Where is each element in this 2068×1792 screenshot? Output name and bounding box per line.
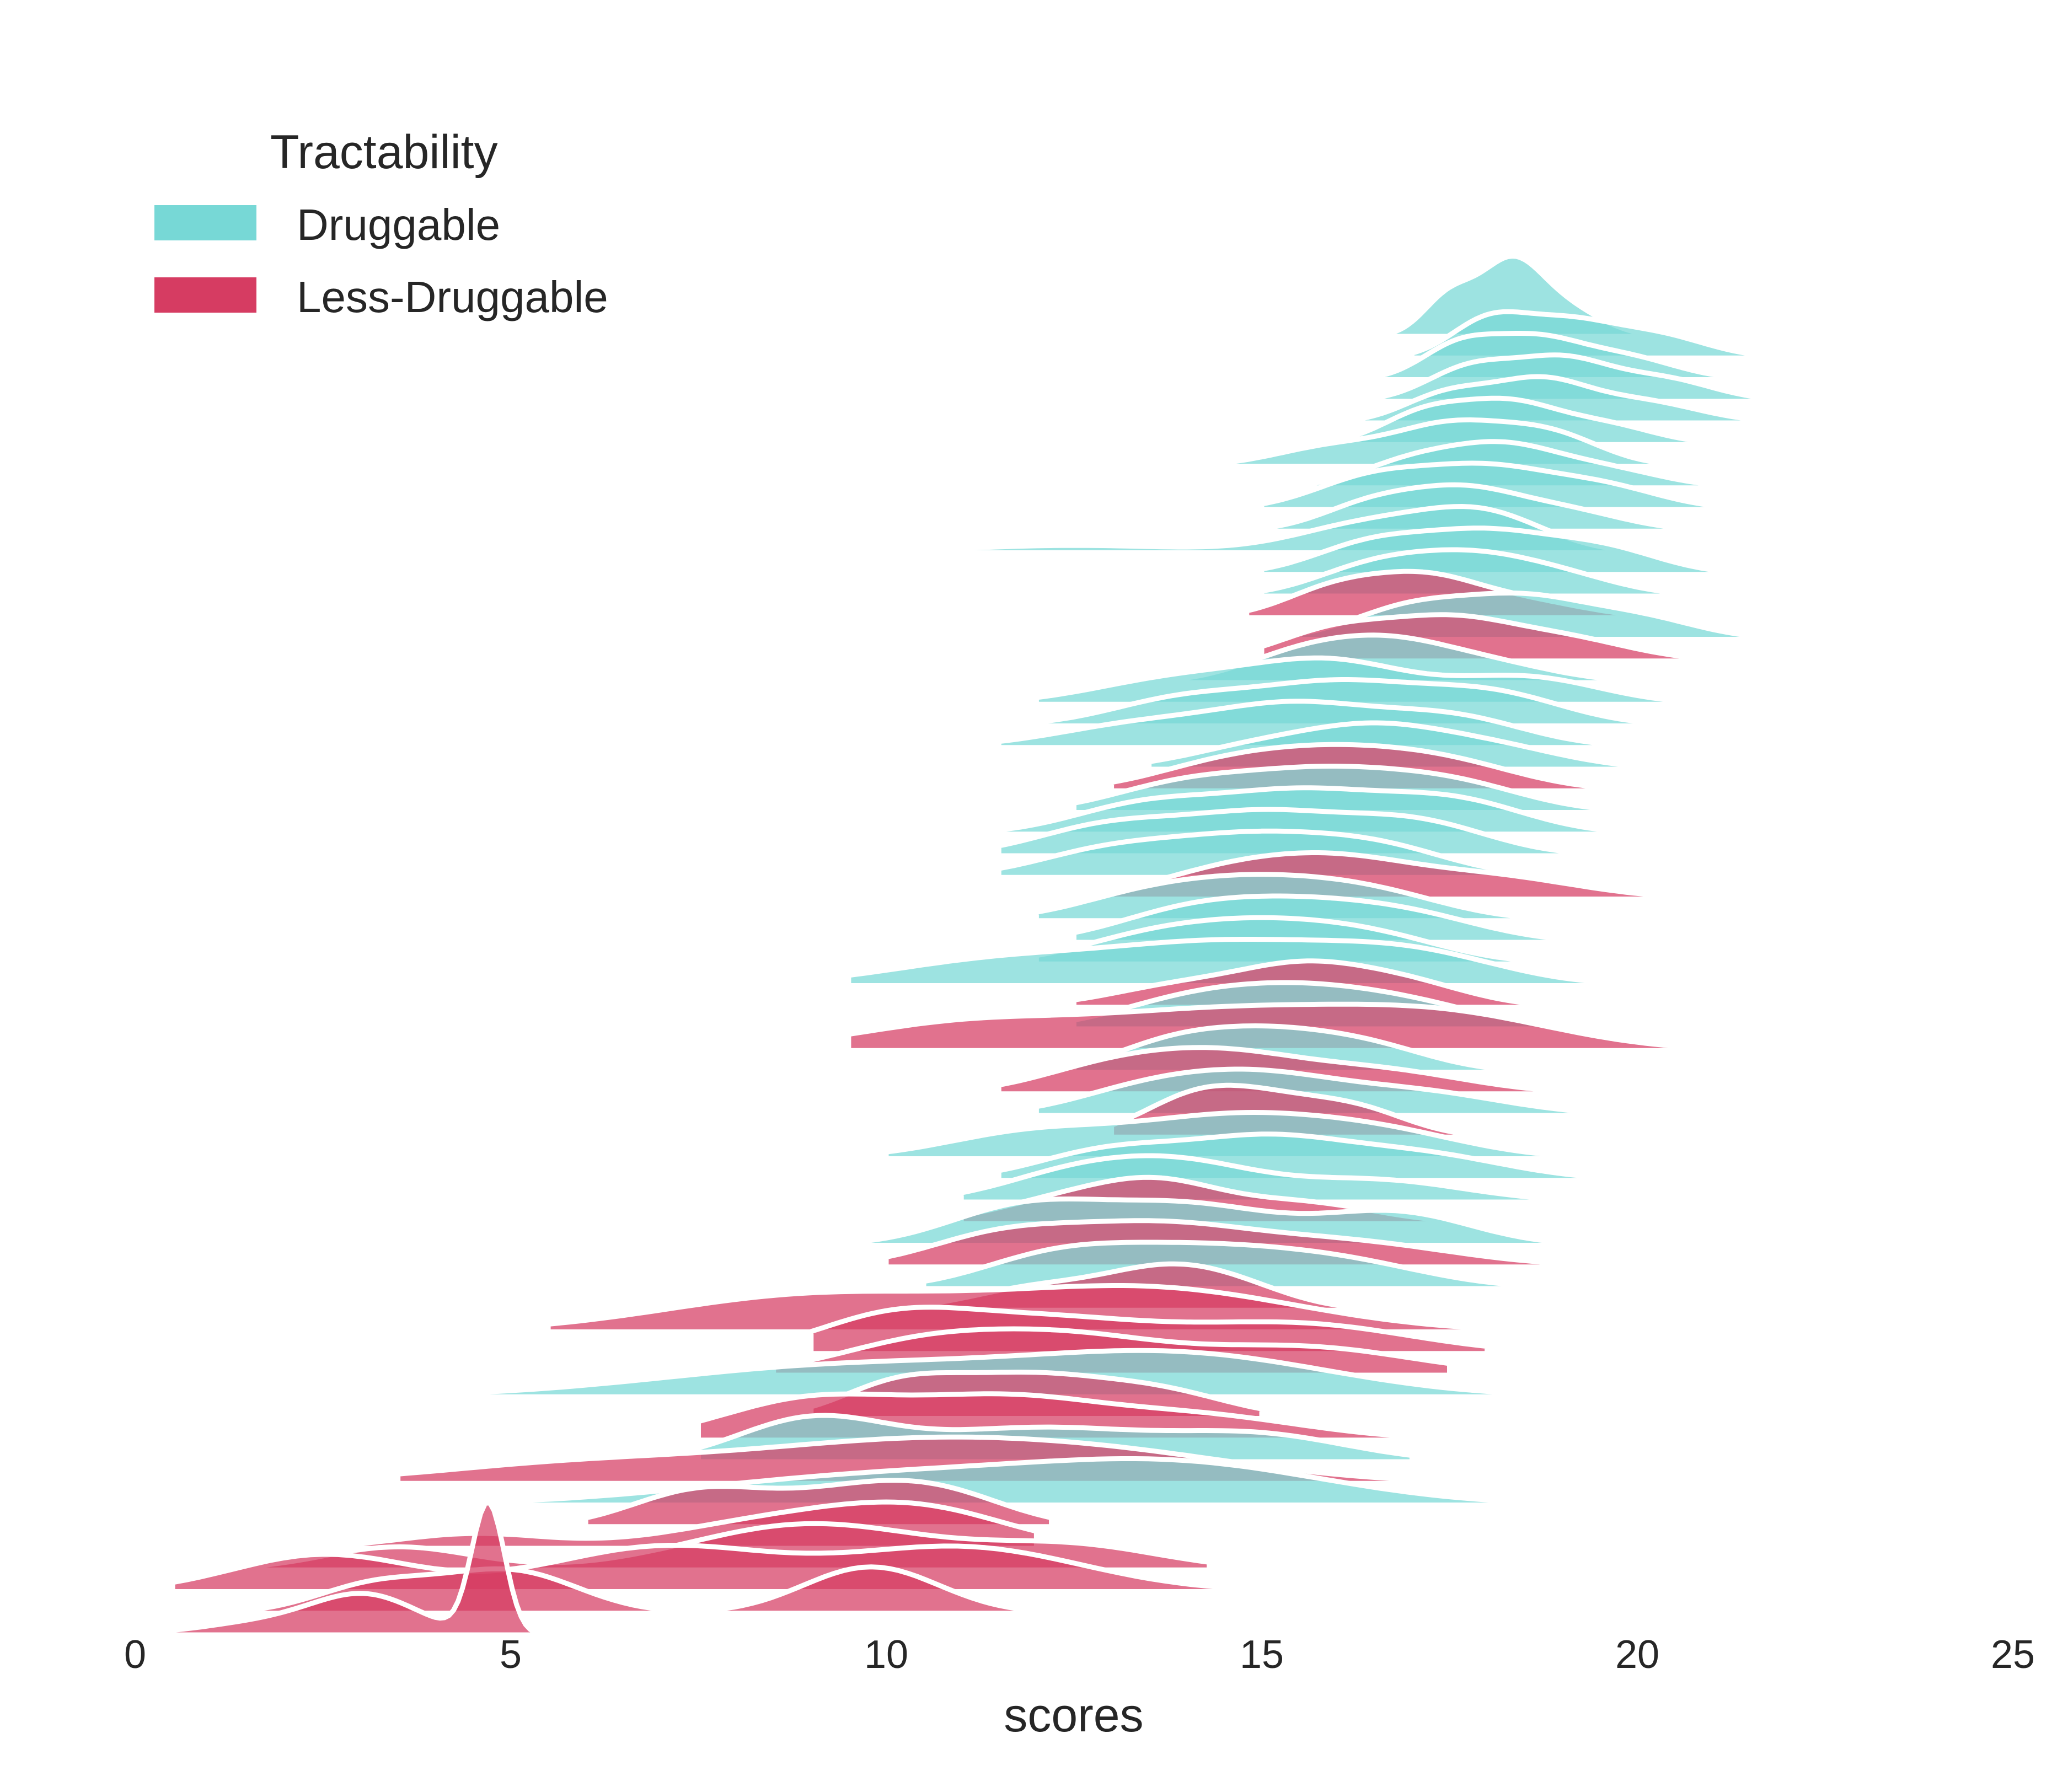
- legend-swatch-less-druggable: [154, 277, 256, 313]
- legend: Tractability Druggable Less-Druggable: [154, 126, 608, 321]
- x-tick-label: 20: [1615, 1633, 1659, 1677]
- x-axis: 0 5 10 15 20 25 scores: [124, 1633, 2035, 1742]
- x-tick-label: 10: [864, 1633, 908, 1677]
- x-tick-label: 0: [124, 1633, 146, 1677]
- x-tick-label: 15: [1240, 1633, 1284, 1677]
- legend-swatch-druggable: [154, 205, 256, 240]
- ridge-less-druggable: [163, 1500, 574, 1638]
- x-tick-label: 5: [500, 1633, 522, 1677]
- x-axis-label: scores: [1004, 1689, 1143, 1742]
- ridges-layer: [163, 254, 1828, 1638]
- ridge-less-druggable: [207, 1564, 1039, 1616]
- ridge-druggable: [846, 937, 1678, 988]
- legend-label-less-druggable: Less-Druggable: [297, 272, 608, 321]
- legend-title: Tractability: [270, 126, 498, 179]
- x-tick-label: 25: [1991, 1633, 2035, 1677]
- legend-label-druggable: Druggable: [297, 200, 500, 249]
- ridge-druggable: [1371, 254, 1753, 339]
